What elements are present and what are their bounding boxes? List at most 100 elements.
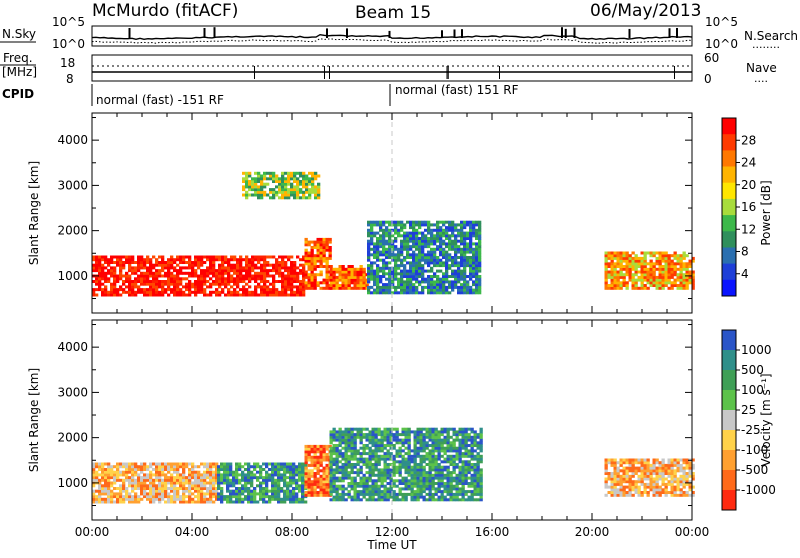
data-cell <box>480 436 483 439</box>
y-tick-label: 4000 <box>57 133 88 147</box>
data-cell <box>469 261 472 264</box>
data-cell <box>459 466 462 469</box>
data-cell <box>226 463 229 466</box>
data-cell <box>354 276 357 279</box>
data-cell <box>375 460 378 463</box>
data-cell <box>659 469 662 472</box>
data-cell <box>194 294 197 297</box>
data-cell <box>330 439 333 442</box>
data-cell <box>323 467 326 470</box>
data-cell <box>200 501 203 504</box>
data-cell <box>444 490 447 493</box>
data-cell <box>429 479 432 482</box>
data-cell <box>436 259 439 262</box>
data-cell <box>423 496 426 499</box>
data-cell <box>233 277 236 280</box>
data-cell <box>317 469 320 472</box>
data-cell <box>107 258 110 261</box>
data-cell <box>248 185 251 188</box>
data-cell <box>284 285 287 288</box>
data-cell <box>638 257 641 260</box>
data-cell <box>384 479 387 482</box>
data-cell <box>354 273 357 276</box>
data-cell <box>107 277 110 280</box>
data-cell <box>378 430 381 433</box>
data-cell <box>290 264 293 267</box>
data-cell <box>161 490 164 493</box>
data-cell <box>617 281 620 284</box>
data-cell <box>400 280 403 283</box>
data-cell <box>256 501 259 504</box>
data-cell <box>298 484 301 487</box>
data-cell <box>161 468 164 471</box>
data-cell <box>399 498 402 501</box>
data-cell <box>236 283 239 286</box>
data-cell <box>662 491 665 494</box>
data-cell <box>229 482 232 485</box>
data-cell <box>149 283 152 286</box>
data-cell <box>460 259 463 262</box>
data-cell <box>336 485 339 488</box>
data-cell <box>444 466 447 469</box>
data-cell <box>301 473 304 476</box>
data-cell <box>339 468 342 471</box>
data-cell <box>122 473 125 476</box>
data-cell <box>301 492 304 495</box>
data-cell <box>209 294 212 297</box>
data-cell <box>620 268 623 271</box>
data-cell <box>161 479 164 482</box>
data-cell <box>406 291 409 294</box>
data-cell <box>450 455 453 458</box>
data-cell <box>292 495 295 498</box>
data-cell <box>164 288 167 291</box>
data-cell <box>444 496 447 499</box>
data-cell <box>323 246 326 249</box>
data-cell <box>314 491 317 494</box>
data-cell <box>242 266 245 269</box>
data-cell <box>179 294 182 297</box>
data-cell <box>254 258 257 261</box>
data-cell <box>269 264 272 267</box>
data-cell <box>445 286 448 289</box>
data-cell <box>283 473 286 476</box>
data-cell <box>125 258 128 261</box>
data-cell <box>200 269 203 272</box>
data-cell <box>635 254 638 257</box>
data-cell <box>305 188 308 191</box>
data-cell <box>345 477 348 480</box>
data-cell <box>614 480 617 483</box>
data-cell <box>366 487 369 490</box>
data-cell <box>104 280 107 283</box>
data-cell <box>465 447 468 450</box>
data-cell <box>290 175 293 178</box>
data-cell <box>354 281 357 284</box>
data-cell <box>441 428 444 431</box>
data-cell <box>421 264 424 267</box>
data-cell <box>232 501 235 504</box>
data-cell <box>644 265 647 268</box>
data-cell <box>635 488 638 491</box>
data-cell <box>299 264 302 267</box>
data-cell <box>286 468 289 471</box>
data-cell <box>394 272 397 275</box>
data-cell <box>155 484 158 487</box>
data-cell <box>220 495 223 498</box>
data-cell <box>185 277 188 280</box>
data-cell <box>644 491 647 494</box>
data-cell <box>293 277 296 280</box>
data-cell <box>376 223 379 226</box>
data-cell <box>396 468 399 471</box>
data-cell <box>611 483 614 486</box>
data-cell <box>290 177 293 180</box>
data-cell <box>393 479 396 482</box>
data-cell <box>653 464 656 467</box>
data-cell <box>423 474 426 477</box>
data-cell <box>197 275 200 278</box>
data-cell <box>281 196 284 199</box>
data-cell <box>439 283 442 286</box>
data-cell <box>98 490 101 493</box>
data-cell <box>239 294 242 297</box>
data-cell <box>299 183 302 186</box>
data-cell <box>647 262 650 265</box>
data-cell <box>372 468 375 471</box>
